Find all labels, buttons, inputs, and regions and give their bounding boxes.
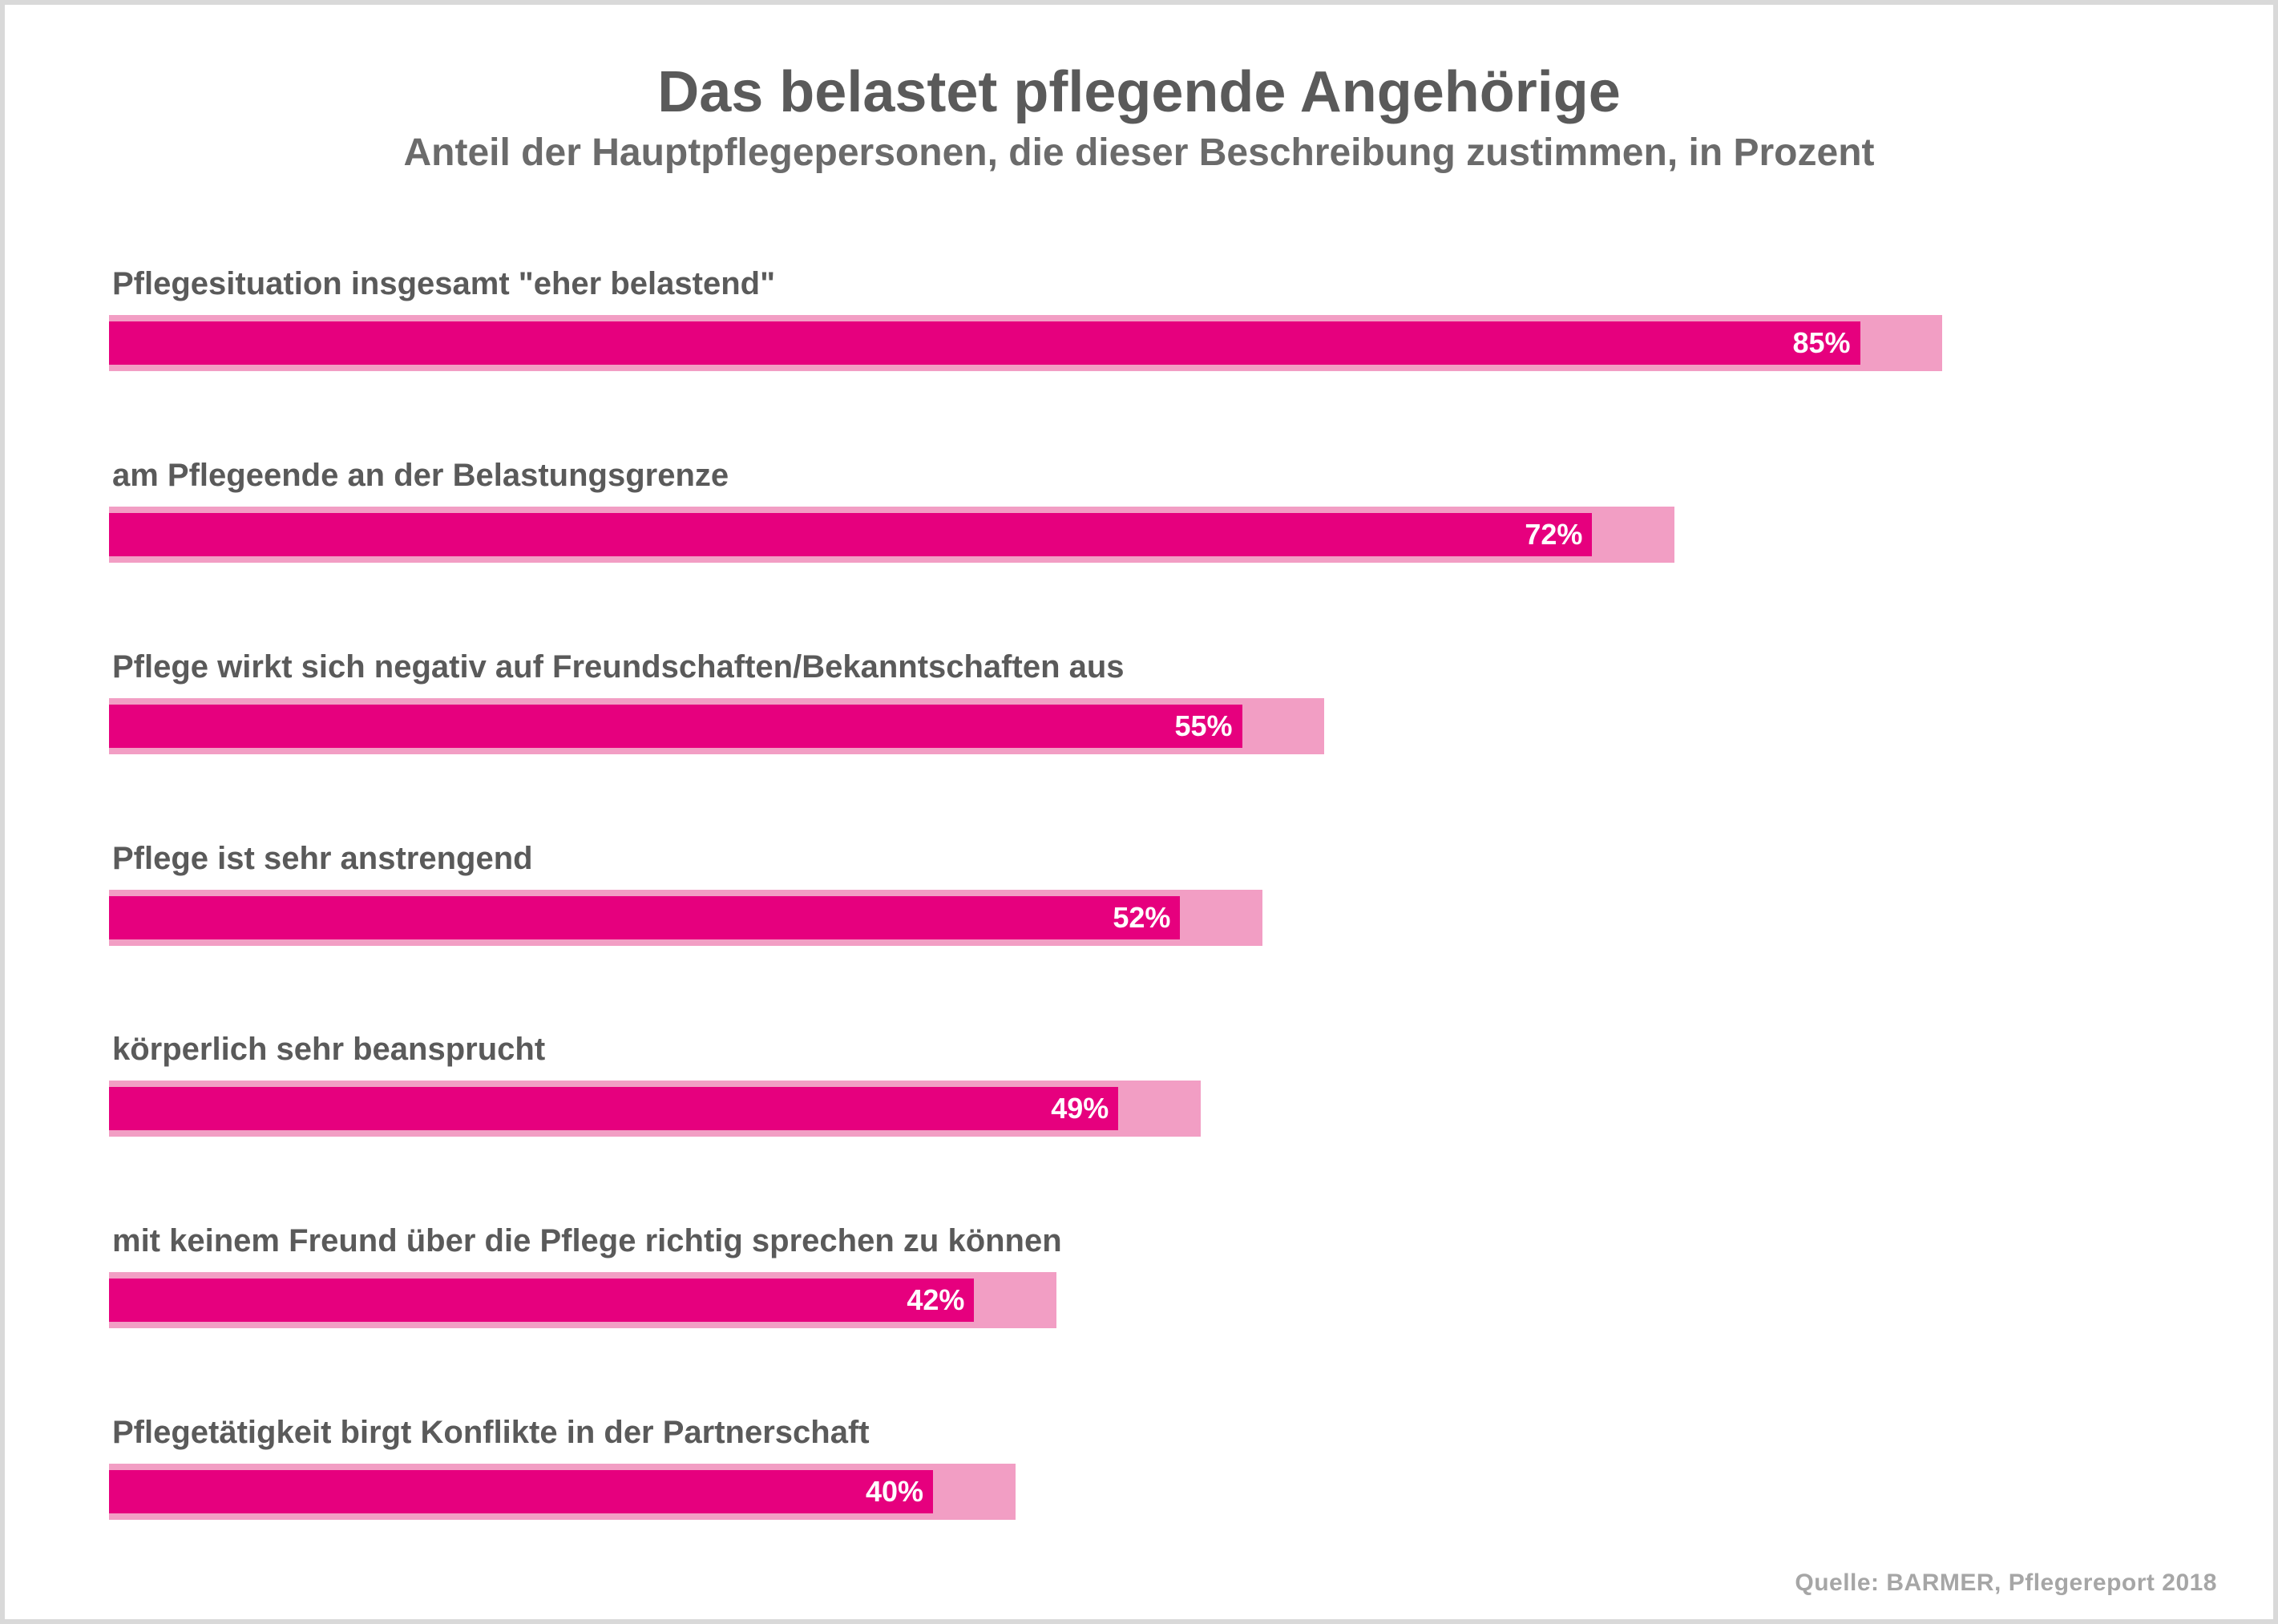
bar-value: 49% [1051,1092,1109,1125]
bar-value: 42% [907,1283,964,1317]
bar-value: 72% [1525,518,1582,551]
bar-row: am Pflegeende an der Belastungsgrenze 72% [109,458,2169,563]
bar-track: 52% [109,890,2169,946]
bar-label: körperlich sehr beansprucht [112,1032,2169,1068]
bar-value: 55% [1174,709,1232,743]
bar-label: Pflegetätigkeit birgt Konflikte in der P… [112,1415,2169,1451]
bar-fill-dark: 52% [109,896,1180,939]
bar-track: 55% [109,698,2169,754]
bar-label: Pflege wirkt sich negativ auf Freundscha… [112,649,2169,685]
bar-fill-dark: 40% [109,1470,933,1513]
bar-fill-dark: 72% [109,513,1592,556]
bar-chart: Pflegesituation insgesamt "eher belasten… [61,207,2217,1587]
bar-value: 85% [1792,326,1850,360]
bar-track: 85% [109,315,2169,371]
bar-row: Pflegesituation insgesamt "eher belasten… [109,266,2169,371]
bar-fill-dark: 85% [109,321,1860,365]
bar-track: 49% [109,1081,2169,1137]
bar-row: Pflegetätigkeit birgt Konflikte in der P… [109,1415,2169,1520]
chart-title: Das belastet pflegende Angehörige [61,61,2217,124]
bar-value: 40% [866,1475,923,1509]
source-text: Quelle: BARMER, Pflegereport 2018 [1795,1569,2217,1597]
bar-row: Pflege ist sehr anstrengend 52% [109,841,2169,946]
bar-track: 42% [109,1272,2169,1328]
bar-label: mit keinem Freund über die Pflege richti… [112,1223,2169,1259]
bar-row: körperlich sehr beansprucht 49% [109,1032,2169,1137]
bar-fill-dark: 42% [109,1279,974,1322]
bar-value: 52% [1113,901,1170,935]
chart-subtitle: Anteil der Hauptpflegepersonen, die dies… [61,131,2217,175]
bar-row: mit keinem Freund über die Pflege richti… [109,1223,2169,1328]
bar-label: am Pflegeende an der Belastungsgrenze [112,458,2169,494]
bar-fill-dark: 55% [109,705,1242,748]
bar-label: Pflege ist sehr anstrengend [112,841,2169,877]
bar-fill-dark: 49% [109,1087,1118,1130]
chart-frame: Das belastet pflegende Angehörige Anteil… [0,0,2278,1624]
bar-track: 72% [109,507,2169,563]
bar-track: 40% [109,1464,2169,1520]
bar-label: Pflegesituation insgesamt "eher belasten… [112,266,2169,302]
bar-row: Pflege wirkt sich negativ auf Freundscha… [109,649,2169,754]
